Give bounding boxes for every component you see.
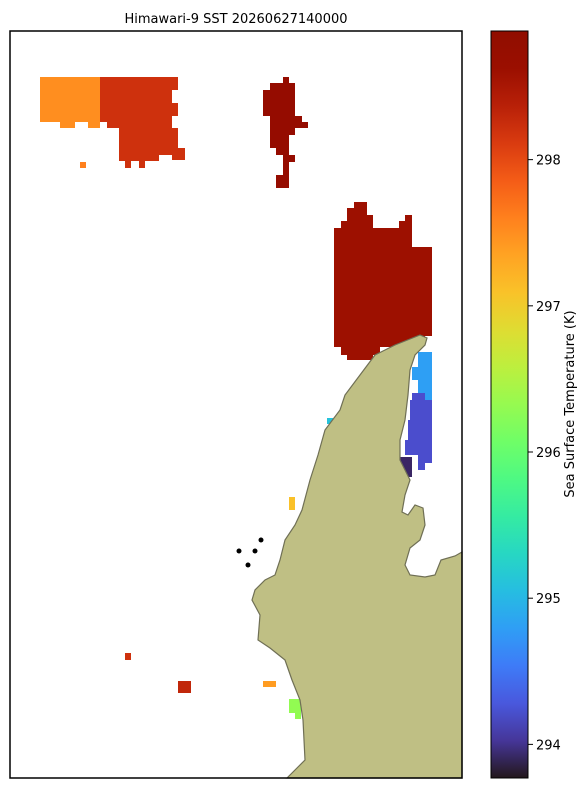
- colorbar-tick-label: 297: [536, 300, 561, 315]
- colorbar-tick-label: 298: [536, 154, 561, 169]
- map-title: Himawari-9 SST 20260627140000: [124, 12, 347, 27]
- station-dots: [236, 537, 264, 568]
- sst-cell-region: [263, 77, 308, 188]
- colorbar: [490, 30, 529, 779]
- sst-cell-region: [40, 77, 100, 128]
- colorbar-tick-label: 295: [536, 592, 561, 607]
- sst-cell-region: [405, 393, 432, 470]
- sst-cell-region: [178, 681, 191, 693]
- sst-cell-region: [263, 681, 276, 687]
- sst-cell-region: [289, 497, 295, 510]
- sst-cell-region: [334, 202, 432, 360]
- sst-cell-region: [80, 162, 86, 168]
- map-frame: [9, 30, 463, 779]
- sst-cell-region: [289, 699, 301, 719]
- colorbar-label: Sea Surface Temperature (K): [563, 310, 578, 497]
- sst-cell-region: [125, 653, 131, 660]
- colorbar-tick-label: 294: [536, 738, 561, 753]
- sst-cell-region: [412, 352, 432, 400]
- land: [251, 334, 463, 779]
- colorbar-tick-label: 296: [536, 446, 561, 461]
- sst-cell-region: [100, 77, 185, 168]
